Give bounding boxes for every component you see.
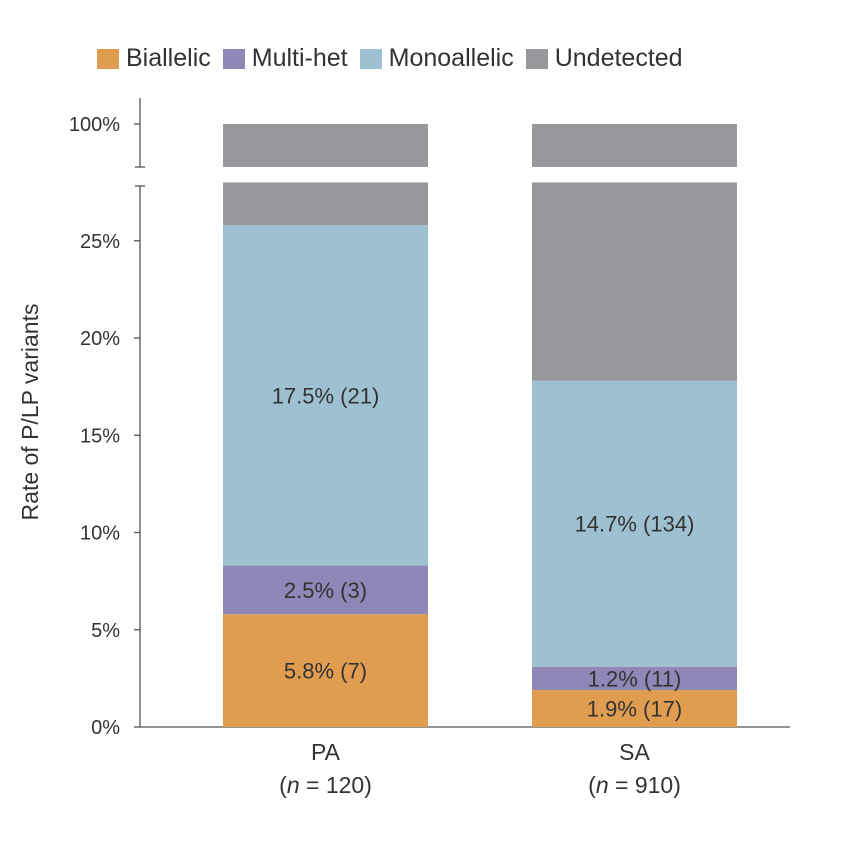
x-tick-sublabel: (n = 910) — [588, 772, 681, 798]
chart-legend: Biallelic Multi-het Monoallelic Undetected — [97, 44, 695, 73]
legend-swatch — [525, 48, 548, 69]
legend-label: Biallelic — [126, 44, 211, 72]
bar-segment-multi-het — [532, 666, 737, 691]
legend-item-monoallelic: Monoallelic — [359, 44, 514, 73]
y-tick-label: 10% — [80, 523, 120, 545]
legend-label: Undetected — [554, 44, 683, 72]
x-tick-label: SA — [619, 739, 650, 765]
legend-item-undetected: Undetected — [525, 44, 683, 73]
data-label: 1.2% (11) — [588, 666, 682, 691]
legend-label: Monoallelic — [388, 44, 514, 72]
data-label: 2.5% (3) — [284, 578, 367, 603]
x-tick-sublabel: (n = 120) — [279, 772, 372, 798]
bar-segment-undetected — [532, 182, 737, 381]
y-tick-label: 15% — [80, 425, 120, 447]
data-label: 1.9% (17) — [587, 697, 682, 722]
bar-segment-upper-undetected — [223, 124, 428, 167]
legend-label: Multi-het — [251, 44, 348, 72]
data-label: 14.7% (134) — [575, 512, 695, 537]
bar-segment-monoallelic — [532, 380, 737, 667]
bar-segment-biallelic — [532, 690, 737, 727]
bar-segment-undetected — [223, 182, 428, 226]
bar-segment-multi-het — [223, 565, 428, 615]
legend-swatch — [222, 48, 245, 69]
legend-swatch — [359, 48, 382, 69]
legend-item-biallelic: Biallelic — [97, 44, 211, 73]
y-tick-label: 20% — [80, 328, 120, 350]
x-tick-label: PA — [311, 739, 341, 765]
bar-segment-biallelic — [223, 614, 428, 727]
y-axis-label: Rate of P/LP variants — [17, 304, 43, 521]
legend-swatch — [97, 48, 119, 69]
bar-segment-monoallelic — [223, 225, 428, 566]
y-tick-label: 5% — [91, 620, 120, 642]
y-tick-label: 100% — [69, 114, 120, 136]
y-tick-label: 0% — [91, 717, 120, 739]
data-label: 5.8% (7) — [284, 659, 367, 684]
data-label: 17.5% (21) — [272, 383, 380, 408]
legend-item-multi-het: Multi-het — [222, 44, 348, 73]
bar-segment-upper-undetected — [532, 124, 737, 167]
y-tick-label: 25% — [80, 231, 120, 253]
